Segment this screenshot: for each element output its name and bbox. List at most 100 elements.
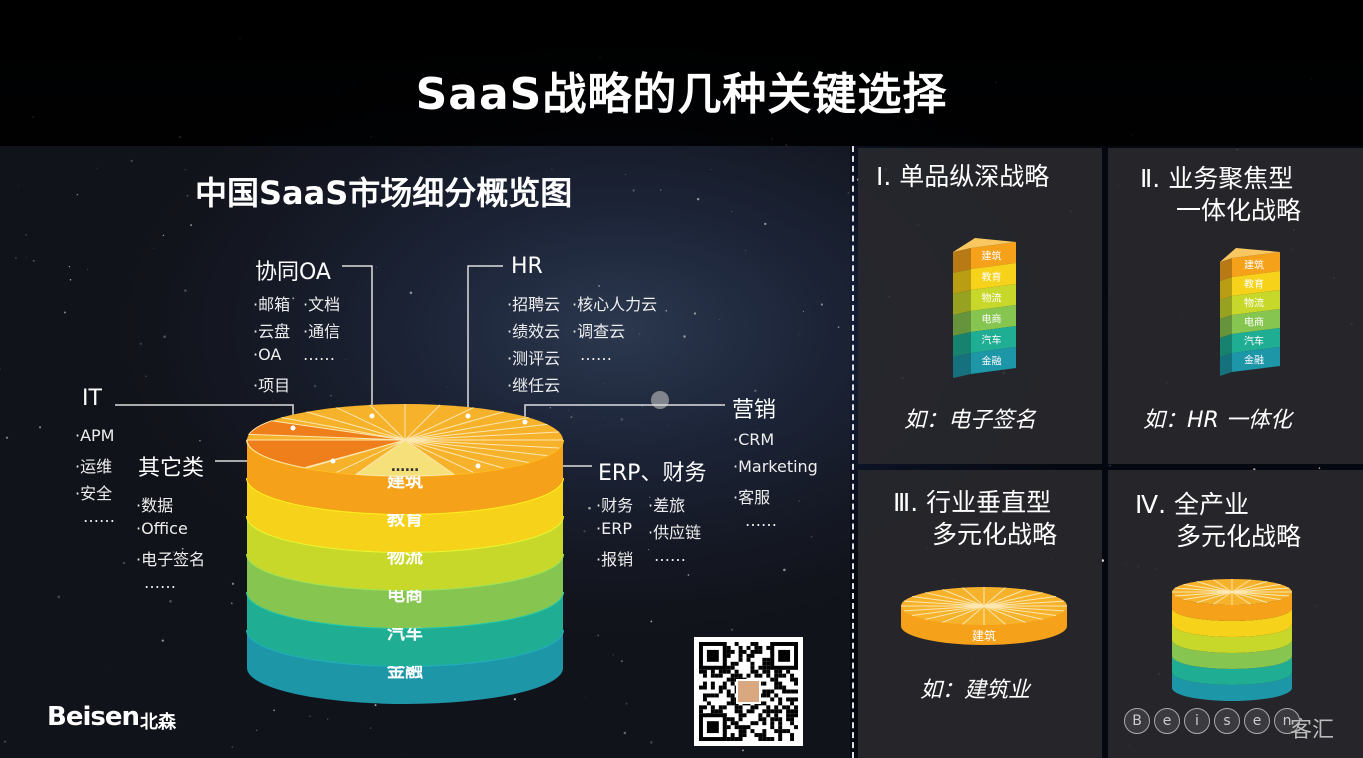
star: [172, 550, 175, 554]
star: [820, 303, 823, 306]
star: [745, 250, 747, 251]
star: [638, 333, 641, 335]
star: [231, 746, 233, 748]
watermark-letter: e: [1154, 708, 1180, 734]
marketing-item: ·客服: [733, 488, 771, 507]
cylinder-center-dots: ……: [391, 459, 419, 475]
star: [446, 386, 448, 388]
strategy-2-subtitle: 一体化战略: [1176, 196, 1302, 225]
star: [603, 383, 605, 385]
erp-item: ·财务: [596, 496, 634, 515]
star: [741, 749, 744, 752]
star: [329, 394, 332, 397]
star: [583, 530, 586, 533]
erp-item: ·ERP: [596, 519, 632, 538]
category-hr-label: HR: [511, 254, 543, 279]
star: [588, 506, 591, 510]
star: [231, 582, 235, 585]
star: [719, 319, 721, 320]
star: [14, 256, 17, 259]
star: [319, 186, 321, 188]
star: [130, 159, 133, 163]
star: [230, 602, 233, 605]
star: [86, 269, 88, 271]
star: [211, 453, 213, 454]
strategy-4-subtitle: 多元化战略: [1176, 522, 1302, 551]
wedge-layer-label: 汽车: [1244, 335, 1264, 348]
star: [76, 193, 79, 196]
watermark-letter: i: [1184, 708, 1210, 734]
category-oa-label: 协同OA: [255, 260, 331, 285]
category-erp-label: ERP、财务: [598, 461, 707, 486]
star: [69, 278, 72, 281]
star: [598, 285, 600, 287]
star: [798, 500, 801, 502]
star: [39, 426, 42, 429]
star: [528, 188, 530, 190]
star: [190, 224, 193, 227]
star: [26, 257, 28, 259]
star: [625, 173, 627, 175]
strategy-3-title: Ⅲ. 行业垂直型: [893, 488, 1052, 517]
it-item: ·运维: [75, 457, 113, 476]
star: [5, 436, 9, 439]
star: [1253, 468, 1256, 471]
star: [17, 185, 19, 187]
star: [612, 654, 614, 656]
hr-item: ·继任云: [507, 376, 561, 395]
star: [256, 729, 258, 731]
star: [273, 709, 276, 712]
star: [650, 620, 653, 623]
star: [63, 311, 66, 314]
star: [184, 168, 187, 171]
marketing-item: ……: [745, 511, 777, 530]
star: [764, 222, 767, 226]
strategy-2-title: Ⅱ. 业务聚焦型: [1140, 164, 1294, 193]
star: [57, 595, 61, 599]
other-item: ·电子签名: [136, 550, 206, 569]
market-overview-title: 中国SaaS市场细分概览图: [195, 174, 573, 212]
star: [754, 389, 757, 392]
wedge-layer-label: 建筑: [1244, 259, 1264, 272]
connector-dot: [522, 419, 528, 425]
it-item: ·APM: [75, 426, 115, 445]
marketing-item: ·CRM: [733, 430, 775, 449]
watermark-letter: n: [1274, 708, 1300, 734]
hr-item: ·招聘云: [507, 295, 561, 314]
star: [758, 429, 759, 431]
star: [802, 310, 804, 312]
wedge-layer-label: 建筑: [982, 250, 1002, 263]
other-item: ·数据: [136, 496, 174, 515]
connector-dot: [330, 458, 336, 464]
star: [549, 407, 551, 409]
star: [837, 326, 840, 328]
dashed-divider: [852, 146, 854, 758]
star: [375, 266, 377, 268]
star: [513, 698, 517, 701]
star: [337, 365, 339, 367]
watermark-letter: B: [1124, 708, 1150, 734]
star: [199, 439, 201, 442]
star: [632, 189, 635, 192]
oa-item: ·云盘: [253, 322, 291, 341]
star: [104, 667, 106, 669]
watermark-letter: e: [1244, 708, 1270, 734]
wedge-layer-label: 教育: [1244, 278, 1264, 291]
hr-item: ……: [580, 345, 612, 364]
star: [660, 189, 662, 191]
oa-item: ·通信: [303, 322, 341, 341]
star: [783, 568, 786, 572]
star: [309, 715, 311, 717]
star: [693, 312, 697, 315]
wedge-layer-label: 电商: [1244, 316, 1264, 329]
star: [648, 496, 651, 499]
star: [345, 359, 346, 360]
star: [541, 204, 544, 207]
category-it-label: IT: [82, 386, 102, 411]
star: [145, 375, 147, 377]
connector-dot: [290, 425, 296, 431]
erp-item: ·供应链: [648, 523, 702, 542]
